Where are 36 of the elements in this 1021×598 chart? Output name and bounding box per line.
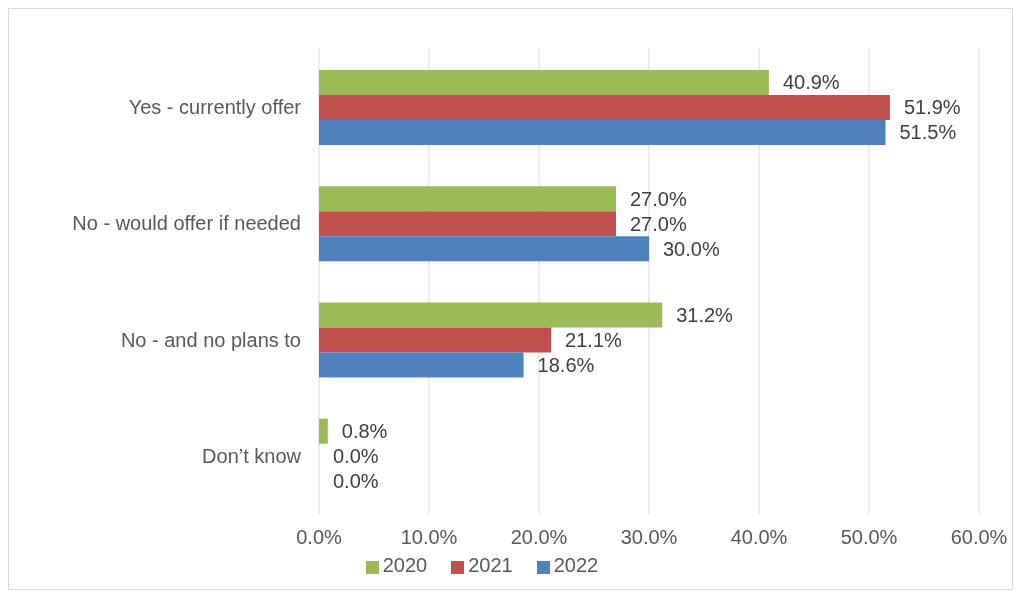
legend-label: 2021 <box>468 554 513 576</box>
bar <box>319 418 328 444</box>
data-label: 0.8% <box>341 420 388 443</box>
data-label: 0.0% <box>333 470 379 493</box>
bar <box>319 211 616 237</box>
data-label: 18.6% <box>537 353 595 376</box>
x-tick-label: 30.0% <box>620 526 678 549</box>
data-label: 27.0% <box>630 212 687 235</box>
x-tick-label: 0.0% <box>296 526 343 549</box>
data-label: 51.9% <box>903 96 961 119</box>
bar <box>319 69 769 95</box>
bar <box>319 236 649 262</box>
bar <box>319 119 886 145</box>
x-tick-label: 50.0% <box>840 526 898 549</box>
data-label: 40.9% <box>782 71 840 94</box>
x-tick-label: 10.0% <box>400 526 458 549</box>
data-label: 30.0% <box>663 237 720 260</box>
bar <box>319 327 552 353</box>
data-label: 27.0% <box>630 187 687 210</box>
data-label: 0.0% <box>333 445 379 468</box>
x-tick-label: 20.0% <box>510 526 568 549</box>
data-label: 51.5% <box>899 121 957 144</box>
x-tick-label: 60.0% <box>950 526 1008 549</box>
y-tick-label: No - and no plans to <box>120 328 301 351</box>
y-tick-label: Don’t know <box>202 444 302 467</box>
bar <box>319 186 616 212</box>
bar <box>319 302 663 328</box>
bar <box>319 94 890 120</box>
data-label: 21.1% <box>565 328 623 351</box>
x-tick-label: 40.0% <box>730 526 788 549</box>
data-label: 31.2% <box>676 303 734 326</box>
y-tick-label: Yes - currently offer <box>128 96 302 119</box>
bar <box>319 352 524 378</box>
legend-label: 2020 <box>382 554 428 576</box>
legend-label: 2022 <box>553 554 599 576</box>
y-tick-label: No - would offer if needed <box>72 212 301 235</box>
